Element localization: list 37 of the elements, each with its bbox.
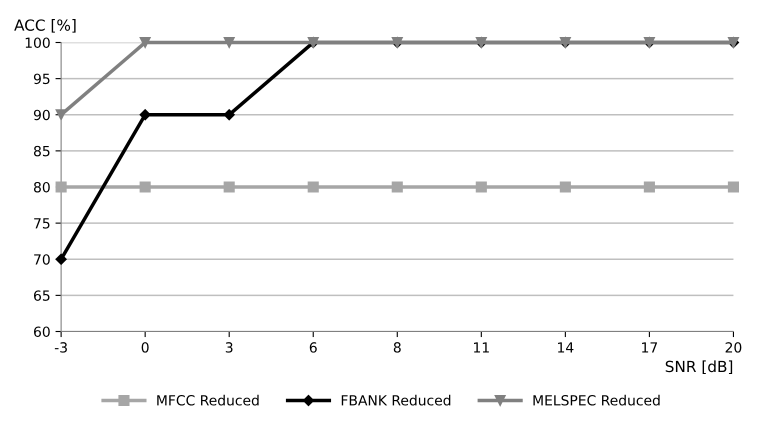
point [140, 109, 151, 120]
point [560, 181, 571, 193]
y-tick-label: 75 [34, 218, 50, 229]
point [56, 181, 67, 193]
x-tick-label: 0 [142, 342, 149, 353]
x-axis-title: SNR [dB] [666, 360, 732, 374]
point [140, 181, 151, 193]
y-axis-title: ACC [%] [14, 19, 76, 33]
point [224, 36, 235, 48]
y-tick-label: 70 [34, 254, 50, 265]
x-tick-label: 14 [558, 342, 574, 352]
x-tick-label: 3 [226, 342, 233, 353]
y-tick-label: 60 [34, 326, 50, 337]
point [392, 181, 403, 193]
point [644, 181, 655, 193]
point [224, 109, 235, 120]
y-tick-label: 90 [34, 110, 50, 120]
legend-label: FBANK Reduced [342, 394, 450, 406]
y-tick-label: 80 [34, 182, 50, 192]
x-tick-label: 17 [642, 342, 658, 352]
y-tick-label: 85 [34, 146, 50, 156]
y-tick-label: 100 [26, 37, 50, 48]
point [308, 181, 319, 193]
point [728, 181, 739, 193]
legend-label: MFCC Reduced [157, 394, 259, 406]
legend-label: MELSPEC Reduced [533, 394, 660, 406]
x-tick-label: 11 [474, 342, 489, 352]
x-tick-label: -3 [54, 342, 67, 353]
x-tick-label: 20 [726, 342, 742, 353]
point [476, 181, 487, 193]
y-tick-label: 95 [34, 74, 50, 84]
y-tick-label: 65 [34, 290, 50, 301]
point [140, 36, 151, 48]
x-tick-label: 6 [310, 342, 317, 353]
point [56, 254, 67, 265]
x-tick-label: 8 [394, 342, 401, 353]
point [224, 181, 235, 193]
